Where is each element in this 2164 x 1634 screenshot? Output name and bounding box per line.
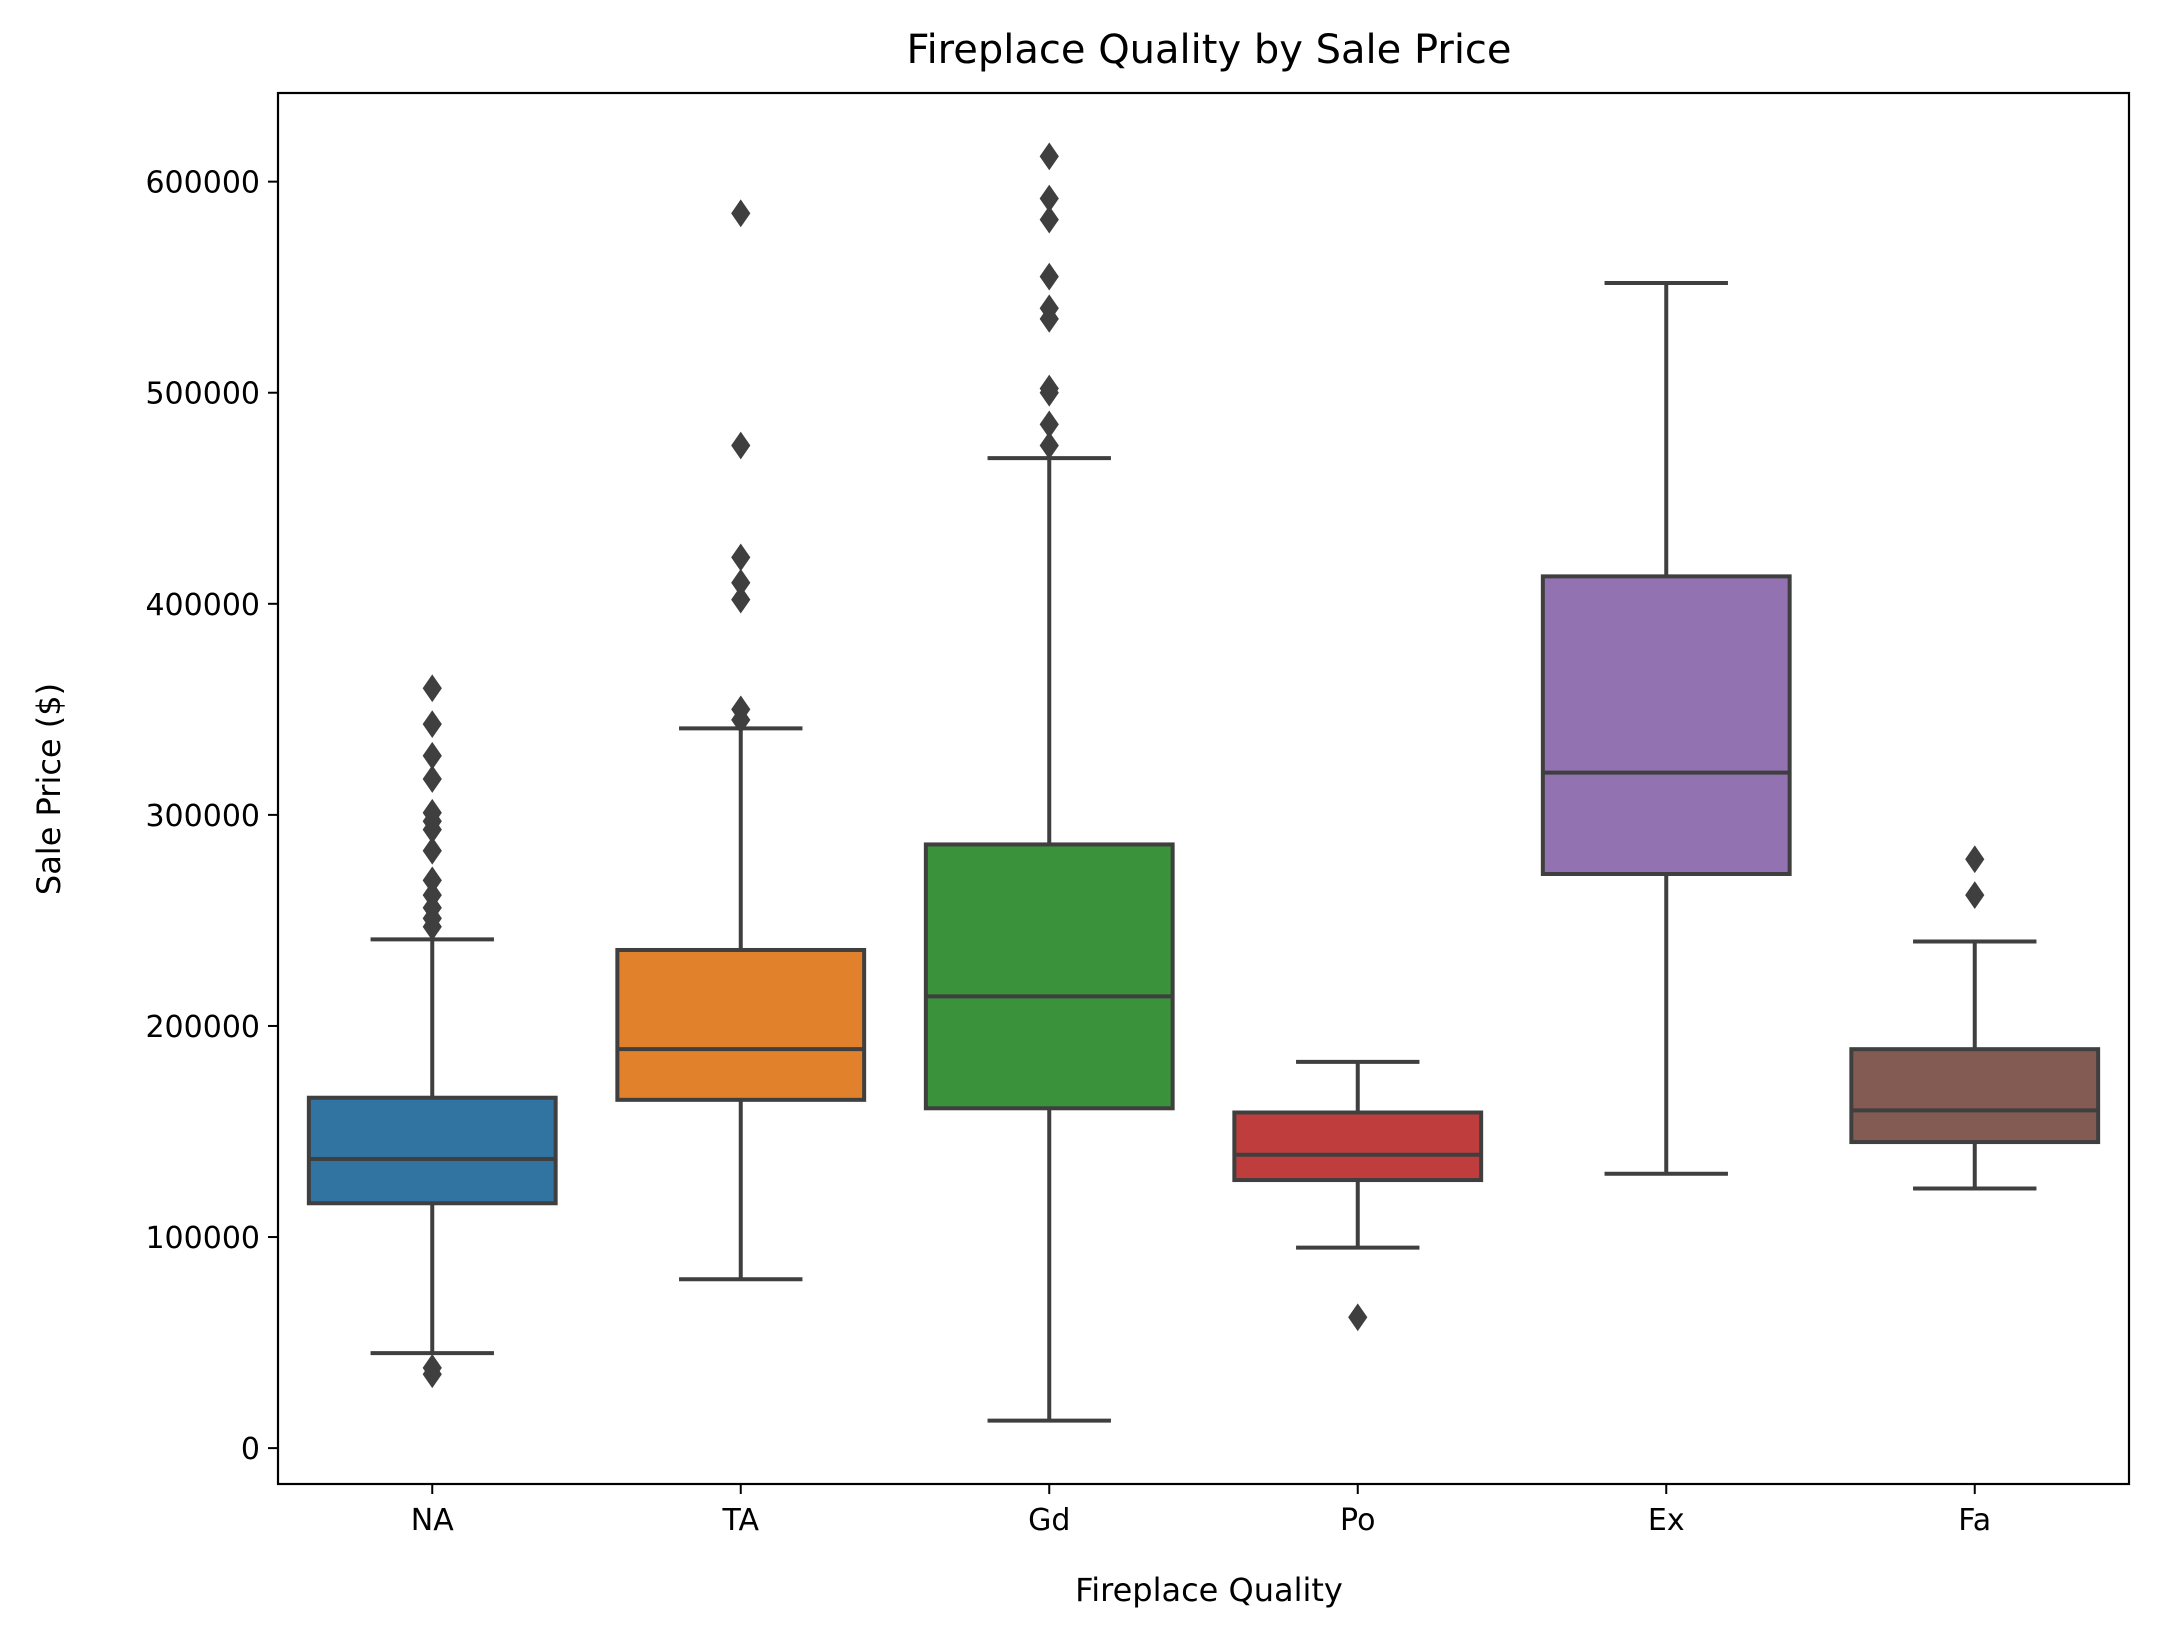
- box-group-na: [306, 674, 558, 1389]
- y-axis-title: Sale Price ($): [30, 683, 68, 895]
- axes-frame: [276, 91, 2131, 1486]
- iqr-box: [615, 947, 867, 1102]
- outlier-marker: [731, 695, 751, 724]
- iqr-box: [1849, 1047, 2101, 1145]
- y-tick-label: 600000: [145, 166, 260, 201]
- outlier-marker: [1039, 431, 1059, 460]
- y-tick-label: 400000: [145, 588, 260, 623]
- x-tick-label: NA: [411, 1503, 454, 1538]
- x-tick-label: TA: [721, 1503, 759, 1538]
- outlier-marker: [1039, 184, 1059, 213]
- iqr-box: [1232, 1110, 1484, 1183]
- outlier-marker: [422, 866, 442, 895]
- outlier-marker: [422, 798, 442, 827]
- y-tick-label: 300000: [145, 799, 260, 834]
- iqr-box: [306, 1095, 558, 1206]
- outlier-marker: [422, 741, 442, 770]
- outlier-marker: [1965, 845, 1985, 874]
- iqr-box: [1540, 574, 1792, 876]
- box-group-gd: [923, 142, 1175, 1423]
- x-axis: NA TA Gd Po Ex Fa: [411, 1484, 1991, 1538]
- outlier-marker: [422, 1354, 442, 1382]
- y-axis: 0 100000 200000 300000 400000 500000 600000: [145, 166, 278, 1467]
- outlier-marker: [1039, 294, 1059, 323]
- box-group-ta: [615, 199, 867, 1282]
- outlier-marker: [1348, 1303, 1368, 1332]
- y-tick-label: 100000: [145, 1221, 260, 1256]
- outlier-marker: [1039, 410, 1059, 439]
- box-group-po: [1232, 1059, 1484, 1332]
- x-axis-title: Fireplace Quality: [1075, 1571, 1343, 1609]
- y-tick-label: 500000: [145, 377, 260, 412]
- outlier-marker: [731, 543, 751, 572]
- outlier-marker: [1039, 142, 1059, 171]
- outlier-marker: [1039, 205, 1059, 234]
- outlier-marker: [422, 765, 442, 793]
- outlier-marker: [1039, 374, 1059, 403]
- outlier-marker: [422, 674, 442, 703]
- outlier-marker: [1039, 262, 1059, 291]
- outlier-marker: [731, 199, 751, 228]
- outlier-marker: [422, 881, 442, 909]
- x-tick-label: Fa: [1958, 1503, 1991, 1538]
- x-tick-label: Gd: [1028, 1503, 1070, 1538]
- box-group-ex: [1540, 280, 1792, 1176]
- plot-area: [306, 142, 2101, 1423]
- outlier-marker: [1965, 881, 1985, 909]
- outlier-marker: [731, 431, 751, 460]
- iqr-box: [923, 842, 1175, 1111]
- box-group-fa: [1849, 845, 2101, 1191]
- outlier-marker: [731, 585, 751, 614]
- outlier-marker: [422, 836, 442, 865]
- x-tick-label: Ex: [1648, 1503, 1685, 1538]
- y-tick-label: 200000: [145, 1010, 260, 1045]
- outlier-marker: [422, 710, 442, 738]
- outlier-marker: [731, 568, 751, 597]
- chart-title: Fireplace Quality by Sale Price: [906, 27, 1511, 73]
- x-tick-label: Po: [1340, 1503, 1375, 1538]
- y-tick-label: 0: [241, 1432, 260, 1467]
